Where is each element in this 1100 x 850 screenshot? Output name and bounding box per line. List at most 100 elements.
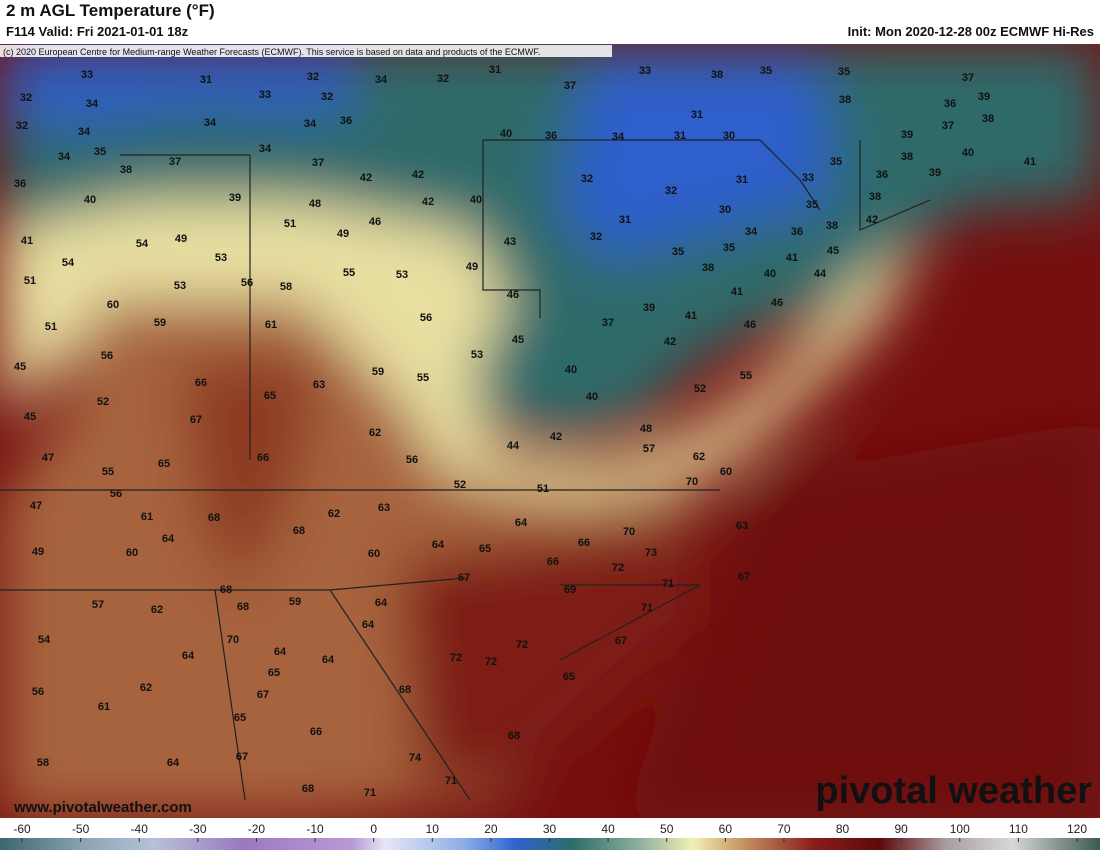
- station-value: 51: [24, 275, 36, 287]
- station-value: 33: [259, 89, 271, 101]
- station-value: 39: [229, 192, 241, 204]
- colorbar-tick-label: 60: [719, 822, 733, 836]
- station-value: 47: [30, 500, 42, 512]
- station-value: 62: [693, 451, 705, 463]
- map-background: [0, 44, 1100, 818]
- station-value: 49: [175, 233, 187, 245]
- colorbar-tick-label: -10: [306, 822, 324, 836]
- station-value: 38: [826, 220, 838, 232]
- station-value: 61: [98, 701, 110, 713]
- station-value: 40: [962, 147, 974, 159]
- station-value: 31: [674, 130, 686, 142]
- station-value: 72: [612, 562, 624, 574]
- station-value: 65: [479, 543, 491, 555]
- station-value: 45: [512, 334, 524, 346]
- station-value: 37: [602, 317, 614, 329]
- station-value: 43: [504, 236, 516, 248]
- station-value: 33: [802, 172, 814, 184]
- station-value: 59: [289, 596, 301, 608]
- station-value: 36: [14, 178, 26, 190]
- station-value: 55: [343, 267, 355, 279]
- station-value: 35: [723, 242, 735, 254]
- station-value: 65: [158, 458, 170, 470]
- colorbar-tick-label: -60: [13, 822, 31, 836]
- station-value: 68: [293, 525, 305, 537]
- station-value: 53: [471, 349, 483, 361]
- station-value: 62: [369, 427, 381, 439]
- station-value: 38: [120, 164, 132, 176]
- station-value: 66: [547, 556, 559, 568]
- station-value: 63: [736, 520, 748, 532]
- station-value: 59: [372, 366, 384, 378]
- station-value: 52: [97, 396, 109, 408]
- station-value: 35: [760, 65, 772, 77]
- station-value: 69: [564, 584, 576, 596]
- station-value: 45: [827, 245, 839, 257]
- station-value: 64: [322, 654, 335, 666]
- colorbar-tick-label: -50: [72, 822, 90, 836]
- station-value: 32: [590, 231, 602, 243]
- station-value: 55: [102, 466, 114, 478]
- station-value: 56: [420, 312, 432, 324]
- station-value: 70: [227, 634, 239, 646]
- station-value: 48: [640, 423, 652, 435]
- station-value: 64: [432, 539, 445, 551]
- station-value: 36: [944, 98, 956, 110]
- station-value: 41: [685, 310, 697, 322]
- credit-box: [0, 45, 612, 57]
- station-value: 40: [470, 194, 482, 206]
- station-value: 51: [45, 321, 57, 333]
- station-value: 48: [309, 198, 321, 210]
- station-value: 45: [14, 361, 26, 373]
- colorbar-tick-label: 30: [543, 822, 557, 836]
- station-value: 34: [204, 117, 217, 129]
- station-value: 42: [866, 214, 878, 226]
- station-value: 61: [265, 319, 277, 331]
- station-value: 63: [378, 502, 390, 514]
- credit: (c) 2020 European Centre for Medium-rang…: [3, 47, 540, 57]
- station-value: 67: [190, 414, 202, 426]
- station-value: 41: [731, 286, 743, 298]
- station-value: 46: [507, 289, 519, 301]
- station-value: 34: [745, 226, 758, 238]
- station-value: 40: [500, 128, 512, 140]
- station-value: 54: [62, 257, 75, 269]
- station-value: 34: [375, 74, 388, 86]
- station-value: 55: [740, 370, 752, 382]
- colorbar-tick-label: 20: [484, 822, 498, 836]
- station-value: 32: [16, 120, 28, 132]
- station-value: 46: [369, 216, 381, 228]
- station-value: 70: [623, 526, 635, 538]
- colorbar-tick-label: 110: [1009, 822, 1028, 836]
- station-value: 65: [264, 390, 276, 402]
- station-value: 39: [978, 91, 990, 103]
- station-value: 31: [200, 74, 212, 86]
- station-value: 64: [375, 597, 388, 609]
- station-value: 35: [830, 156, 842, 168]
- station-value: 56: [110, 488, 122, 500]
- station-value: 63: [313, 379, 325, 391]
- station-value: 66: [578, 537, 590, 549]
- station-value: 67: [458, 572, 470, 584]
- colorbar-tick-label: 0: [370, 822, 377, 836]
- colorbar-tick-label: 80: [836, 822, 850, 836]
- station-value: 55: [417, 372, 429, 384]
- station-value: 62: [140, 682, 152, 694]
- station-value: 49: [337, 228, 349, 240]
- station-value: 72: [485, 656, 497, 668]
- station-value: 31: [736, 174, 748, 186]
- station-value: 68: [508, 730, 520, 742]
- station-value: 32: [665, 185, 677, 197]
- station-value: 31: [489, 64, 501, 76]
- colorbar-tick-label: -30: [189, 822, 207, 836]
- station-value: 33: [639, 65, 651, 77]
- station-value: 37: [169, 156, 181, 168]
- station-value: 64: [167, 757, 180, 769]
- station-value: 37: [942, 120, 954, 132]
- station-value: 36: [545, 130, 557, 142]
- station-value: 71: [641, 602, 653, 614]
- station-value: 40: [84, 194, 96, 206]
- station-value: 39: [929, 167, 941, 179]
